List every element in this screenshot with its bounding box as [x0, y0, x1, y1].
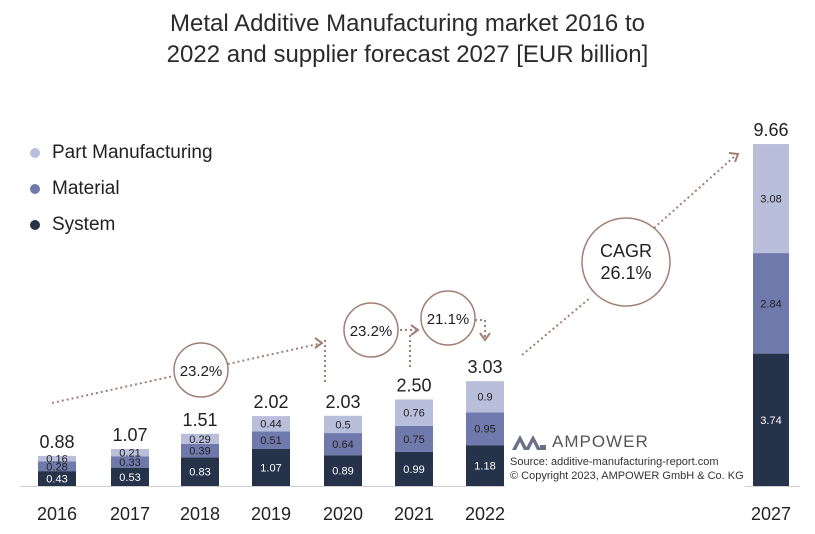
x-tick-label-2016: 2016 [37, 504, 77, 524]
data-label-material-2016: 0.28 [46, 461, 67, 473]
total-label-2022: 3.03 [467, 357, 502, 377]
annotation-cagr-2022-2027-circle [581, 217, 671, 307]
x-tick-label-2021: 2021 [394, 504, 434, 524]
total-label-2016: 0.88 [39, 432, 74, 452]
data-label-system-2020: 0.89 [332, 466, 353, 478]
cagr-arrow-lower [521, 297, 591, 356]
bar-segment-system-2017 [111, 467, 149, 486]
bar-segment-material-2016 [38, 461, 76, 472]
annotation-cagr-2020-2021-text-0: 23.2% [350, 323, 393, 340]
bar-segment-part-manufacturing-2019 [252, 416, 290, 432]
cagr-arrow-upper [653, 155, 736, 229]
cagr-arrow-head [728, 152, 740, 163]
data-label-part-manufacturing-2018: 0.29 [189, 434, 210, 446]
source-line: Source: additive-manufacturing-report.co… [510, 456, 719, 468]
data-label-part-manufacturing-2019: 0.44 [260, 419, 281, 431]
annotation-cagr-2021-2022-text-0: 21.1% [427, 311, 470, 328]
bar-segment-part-manufacturing-2017 [111, 448, 149, 457]
bar-segment-system-2020 [324, 455, 362, 486]
brand-logo: AMPOWER [512, 432, 649, 452]
bar-segment-material-2017 [111, 456, 149, 468]
total-label-2019: 2.02 [253, 392, 288, 412]
legend-marker-material [30, 184, 40, 194]
total-label-2020: 2.03 [325, 392, 360, 412]
x-tick-label-2019: 2019 [251, 504, 291, 524]
data-label-material-2018: 0.39 [189, 446, 210, 458]
annotation-cagr-2016-2020-text-0: 23.2% [180, 363, 223, 380]
data-label-system-2027: 3.74 [760, 415, 781, 427]
growth-arrow-2021-2022-head [479, 332, 491, 342]
source-note: Source: additive-manufacturing-report.co… [510, 455, 744, 483]
legend-marker-part-manufacturing [30, 148, 40, 158]
x-tick-label-2027: 2027 [751, 504, 791, 524]
ampower-logo-icon [512, 435, 546, 450]
data-label-system-2019: 1.07 [260, 462, 281, 474]
annotation-cagr-2020-2021-circle [343, 302, 399, 358]
legend-label-part-manufacturing: Part Manufacturing [52, 142, 213, 163]
chart-title: Metal Additive Manufacturing market 2016… [0, 8, 815, 70]
data-label-part-manufacturing-2027: 3.08 [760, 194, 781, 206]
legend-item-part-manufacturing: Part Manufacturing [30, 135, 213, 171]
bar-segment-system-2019 [252, 448, 290, 486]
bar-segment-system-2021 [395, 451, 433, 486]
annotation-cagr-2021-2022-circle [420, 290, 476, 346]
legend-item-material: Material [30, 171, 213, 207]
data-label-part-manufacturing-2016: 0.16 [46, 454, 67, 466]
legend: Part Manufacturing Material System [30, 135, 213, 243]
bar-segment-part-manufacturing-2022 [466, 381, 504, 413]
data-label-part-manufacturing-2020: 0.5 [335, 419, 350, 431]
data-label-system-2021: 0.99 [403, 464, 424, 476]
data-label-material-2020: 0.64 [332, 439, 353, 451]
legend-label-system: System [52, 214, 116, 235]
bar-segment-part-manufacturing-2021 [395, 399, 433, 426]
bar-segment-part-manufacturing-2018 [181, 433, 219, 444]
bar-segment-system-2027 [753, 353, 789, 486]
bar-segment-material-2027 [753, 253, 789, 354]
bar-segment-system-2016 [38, 471, 76, 486]
data-label-material-2021: 0.75 [403, 434, 424, 446]
bar-segment-part-manufacturing-2027 [753, 144, 789, 254]
copyright-line: © Copyright 2023, AMPOWER GmbH & Co. KG [510, 470, 744, 482]
growth-arrow-2016-2020-head [314, 337, 324, 349]
bar-segment-material-2020 [324, 433, 362, 456]
chart-title-line-1: Metal Additive Manufacturing market 2016… [170, 10, 645, 37]
data-label-system-2022: 1.18 [474, 461, 495, 473]
data-label-part-manufacturing-2017: 0.21 [119, 448, 140, 460]
bar-segment-system-2018 [181, 457, 219, 486]
x-tick-label-2018: 2018 [180, 504, 220, 524]
bar-segment-part-manufacturing-2016 [38, 455, 76, 462]
total-label-2018: 1.51 [182, 410, 217, 430]
chart-title-line-2: 2022 and supplier forecast 2027 [EUR bil… [166, 41, 649, 68]
data-label-system-2016: 0.43 [46, 474, 67, 486]
total-label-2027: 9.66 [753, 120, 788, 140]
bar-segment-system-2022 [466, 445, 504, 486]
annotation-cagr-2022-2027-text-1: 26.1% [600, 263, 651, 283]
x-tick-label-2022: 2022 [465, 504, 505, 524]
legend-marker-system [30, 220, 40, 230]
total-label-2017: 1.07 [112, 425, 147, 445]
total-label-2021: 2.50 [396, 376, 431, 396]
brand-name: AMPOWER [552, 432, 649, 451]
data-label-system-2018: 0.83 [189, 467, 210, 479]
data-label-part-manufacturing-2022: 0.9 [477, 392, 492, 404]
data-label-part-manufacturing-2021: 0.76 [403, 408, 424, 420]
bar-segment-material-2019 [252, 431, 290, 449]
bar-segment-part-manufacturing-2020 [324, 415, 362, 434]
x-tick-label-2020: 2020 [323, 504, 363, 524]
data-label-material-2027: 2.84 [760, 298, 781, 310]
annotation-cagr-2016-2020-circle [173, 342, 229, 398]
bar-segment-material-2018 [181, 443, 219, 458]
growth-arrow-2020-2021-head [410, 324, 420, 336]
bar-segment-material-2022 [466, 412, 504, 446]
data-label-material-2022: 0.95 [474, 424, 495, 436]
bar-segment-material-2021 [395, 425, 433, 452]
annotation-cagr-2022-2027-text-0: CAGR [600, 241, 652, 261]
data-label-material-2017: 0.33 [119, 457, 140, 469]
data-label-system-2017: 0.53 [119, 472, 140, 484]
legend-item-system: System [30, 207, 213, 243]
x-tick-label-2017: 2017 [110, 504, 150, 524]
data-label-material-2019: 0.51 [260, 435, 281, 447]
legend-label-material: Material [52, 178, 120, 199]
